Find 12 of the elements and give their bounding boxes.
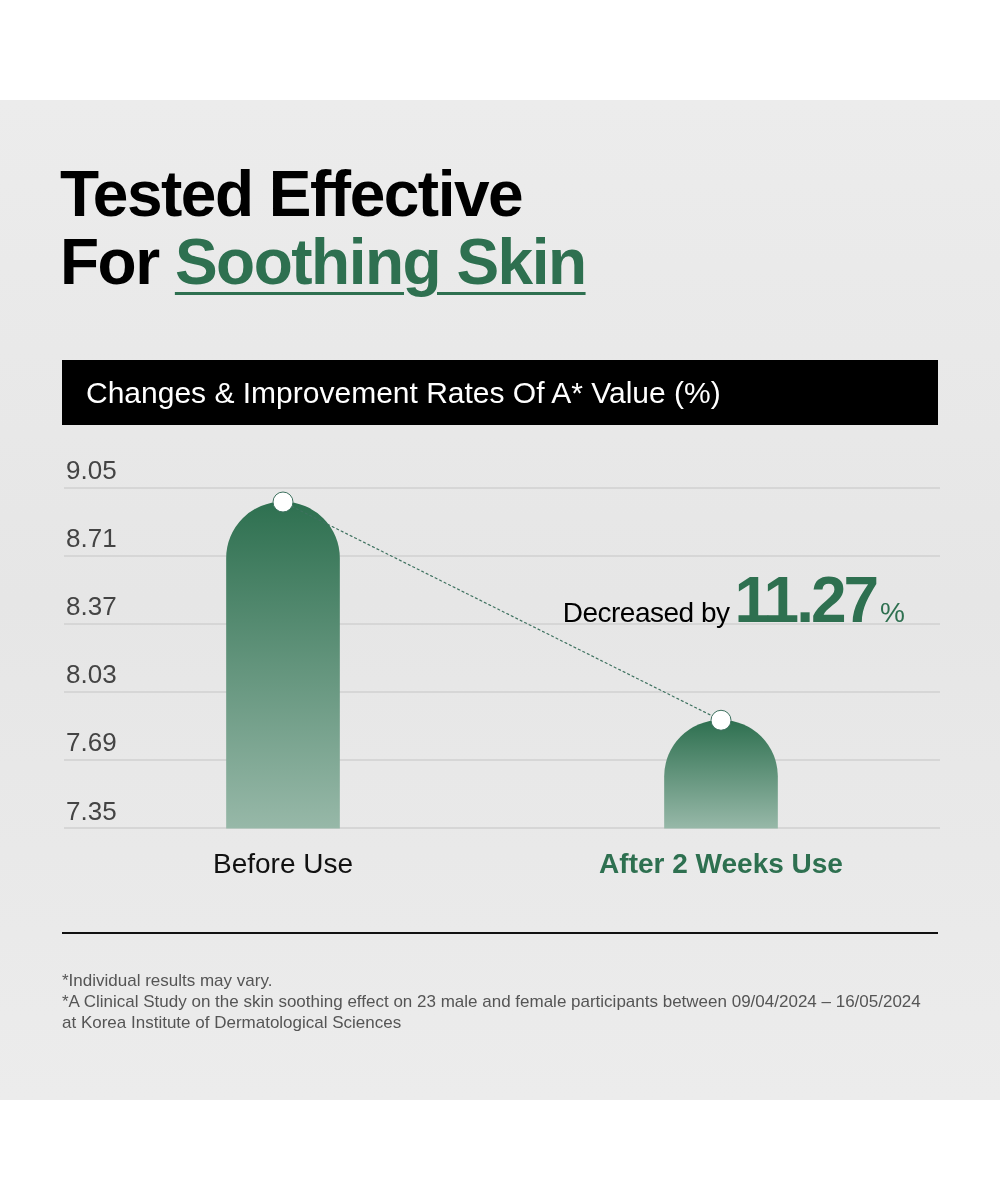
y-tick-label: 8.71 bbox=[66, 523, 117, 554]
y-tick-label: 8.03 bbox=[66, 659, 117, 690]
x-tick-label: After 2 Weeks Use bbox=[599, 847, 843, 879]
y-tick-label: 8.37 bbox=[66, 591, 117, 622]
y-tick-label: 7.35 bbox=[66, 795, 117, 826]
chart-title: Tested Effective For Soothing Skin bbox=[60, 158, 586, 298]
x-tick-label: Before Use bbox=[212, 847, 354, 879]
chart-subtitle: Changes & Improvement Rates Of A* Value (%) bbox=[62, 360, 938, 425]
text: *A Clinical Study on the skin soothing effect on 23 male and female participants between 09/04/2024 – 16/05/2024 at Korea Institute of Dermatological Sciences bbox=[62, 991, 922, 1033]
text: *Individual results may vary. bbox=[62, 970, 274, 991]
y-tick-label: 9.05 bbox=[66, 455, 117, 486]
y-tick-label: 7.69 bbox=[66, 727, 117, 758]
